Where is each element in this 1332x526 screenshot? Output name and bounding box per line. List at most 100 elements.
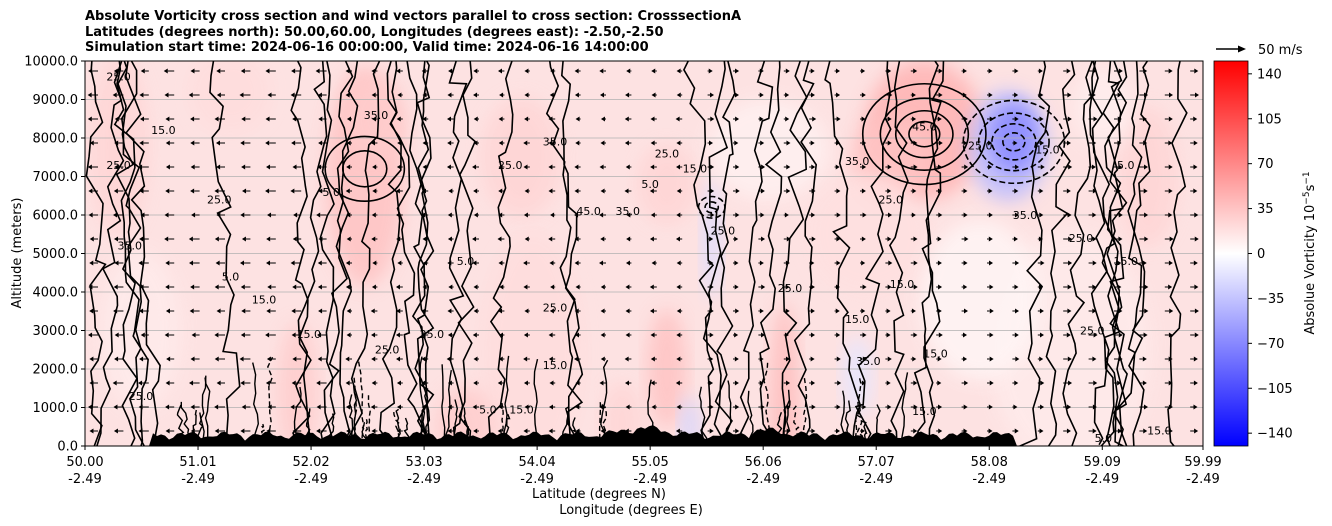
wind-vector-head	[1168, 92, 1173, 98]
wind-vector-head	[1067, 356, 1072, 362]
wind-vector-head	[836, 92, 841, 98]
wind-vector-head	[113, 68, 118, 74]
contour-labels: 25.035.025.025.05.015.015.025.025.025.01…	[106, 70, 1171, 445]
wind-vector-head	[963, 404, 968, 410]
wind-vector-head	[138, 260, 143, 266]
wind-vector-head	[1193, 164, 1198, 170]
contour-label: 15.0	[543, 359, 568, 372]
wind-vector-head	[835, 68, 840, 74]
wind-vector-head	[241, 164, 246, 170]
wind-vector-head	[786, 164, 791, 170]
wind-vector-head	[988, 188, 993, 194]
wind-vector-head	[447, 380, 452, 386]
y-tick-label: 5000.0	[33, 247, 79, 262]
wind-vector-head	[346, 140, 351, 146]
wind-vector-head	[498, 308, 503, 314]
wind-vector-head	[139, 308, 144, 314]
wind-vector-head	[1014, 332, 1019, 338]
wind-vector-head	[421, 332, 426, 338]
wind-vector-head	[625, 380, 630, 386]
wind-vector-head	[676, 332, 681, 338]
wind-vector-head	[600, 332, 605, 338]
wind-vector-head	[989, 284, 994, 290]
contour-label: 15.0	[509, 403, 534, 416]
wind-vector-head	[1194, 428, 1199, 434]
wind-vector-head	[548, 116, 553, 122]
wind-vector-head	[190, 140, 195, 146]
wind-vector-head	[937, 260, 942, 266]
wind-vector-head	[1194, 212, 1199, 218]
wind-vector-head	[447, 140, 452, 146]
wind-vector-head	[675, 380, 680, 386]
wind-vector-head	[422, 260, 427, 266]
wind-vector-head	[1143, 140, 1148, 146]
wind-vector-head	[113, 428, 118, 434]
wind-vector-head	[1015, 164, 1020, 170]
wind-vector-head	[600, 284, 605, 290]
wind-vector-head	[861, 116, 866, 122]
wind-vector-head	[1014, 380, 1019, 386]
wind-vector-head	[1015, 356, 1020, 362]
wind-vector-head	[1118, 308, 1123, 314]
colorbar-gradient	[1213, 60, 1249, 447]
wind-vector-head	[1067, 284, 1072, 290]
wind-vector-head	[548, 164, 553, 170]
wind-vector-head	[1168, 140, 1173, 146]
wind-vector-head	[241, 308, 246, 314]
wind-vector-head	[395, 332, 400, 338]
wind-vector-head	[1144, 212, 1149, 218]
wind-vector-head	[422, 164, 427, 170]
contour-line	[824, 61, 862, 446]
wind-vector-head	[1194, 68, 1199, 74]
wind-vector-head	[676, 356, 681, 362]
wind-vector-head	[675, 116, 680, 122]
wind-vector-head	[1068, 260, 1073, 266]
wind-vector-head	[1040, 260, 1045, 266]
y-tick-label: 1000.0	[33, 401, 79, 416]
wind-vector-head	[113, 188, 118, 194]
contour-ring	[894, 109, 954, 159]
wind-vector-head	[988, 92, 993, 98]
wind-vector-head	[938, 212, 943, 218]
y-tick-label: 9000.0	[33, 93, 79, 108]
wind-vector-head	[649, 236, 654, 242]
wind-vector-head	[240, 284, 245, 290]
wind-vector-head	[1144, 92, 1149, 98]
wind-vector-head	[1142, 380, 1147, 386]
contour-label: 35.0	[616, 205, 641, 218]
y-tick-label: 2000.0	[33, 363, 79, 378]
wind-vector-head	[345, 356, 350, 362]
wind-vector-head	[1144, 284, 1149, 290]
wind-vector-head	[811, 404, 816, 410]
wind-vector-head	[1143, 188, 1148, 194]
wind-vector-head	[649, 188, 654, 194]
wind-vector-head	[1092, 428, 1097, 434]
wind-vector-head	[1014, 284, 1019, 290]
contour-label: 5.0	[322, 186, 340, 199]
contour-line	[714, 61, 736, 446]
wind-vector-head	[87, 92, 92, 98]
wind-vector-head	[626, 236, 631, 242]
wind-vector-head	[1168, 68, 1173, 74]
wind-vector-head	[548, 140, 553, 146]
wind-vector-head	[938, 404, 943, 410]
wind-vector-head	[988, 164, 993, 170]
wind-vector-head	[1039, 116, 1044, 122]
wind-vector-head	[371, 92, 376, 98]
wind-vector-head	[1013, 140, 1018, 146]
wind-vector-head	[887, 140, 892, 146]
wind-vector-head	[266, 236, 271, 242]
wind-vector-head	[523, 164, 528, 170]
wind-vector-head	[473, 68, 478, 74]
wind-vector-head	[599, 164, 604, 170]
contour-line	[1127, 61, 1146, 446]
wind-vector-head	[548, 356, 553, 362]
wind-vector-head	[473, 188, 478, 194]
wind-vector-head	[786, 404, 791, 410]
wind-vector-head	[472, 260, 477, 266]
wind-vector-head	[550, 284, 555, 290]
wind-vector-head	[421, 356, 426, 362]
colorbar-tick-label: 35	[1257, 202, 1274, 217]
wind-vector-head	[963, 140, 968, 146]
wind-vector-head	[836, 116, 841, 122]
